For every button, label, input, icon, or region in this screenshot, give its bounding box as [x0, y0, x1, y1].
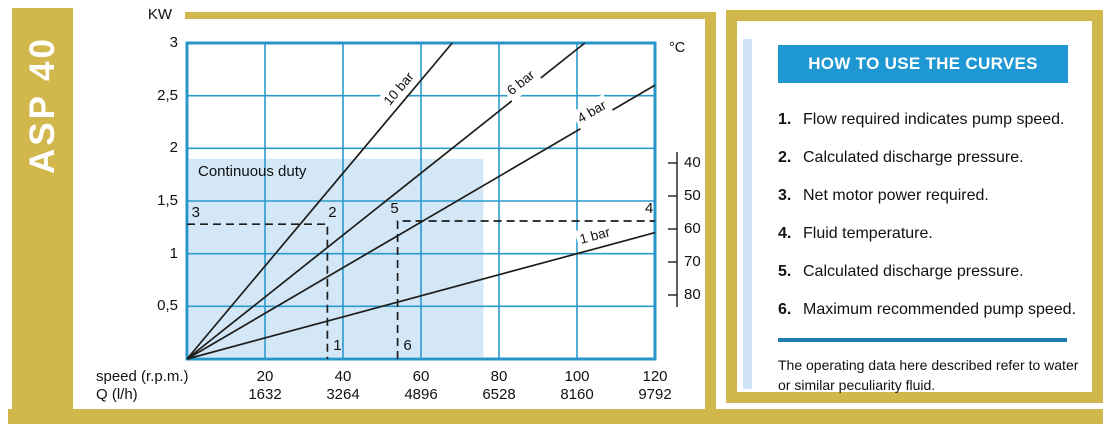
instruction-item: 6. Maximum recommended pump speed.: [778, 300, 1084, 320]
accent-strip: [743, 39, 752, 389]
instruction-list: 1. Flow required indicates pump speed. 2…: [778, 110, 1084, 320]
instruction-number: 3.: [778, 187, 792, 204]
y-axis-unit-label: KW: [147, 6, 172, 23]
example-dashed-lines: [187, 220, 655, 359]
instruction-number: 4.: [778, 225, 792, 242]
plot-border: [185, 41, 657, 361]
instruction-item: 1. Flow required indicates pump speed.: [778, 110, 1084, 130]
instruction-text: Calculated discharge pressure.: [803, 149, 1024, 166]
instruction-item: 3. Net motor power required.: [778, 186, 1084, 206]
instructions-panel: HOW TO USE THE CURVES 1. Flow required i…: [726, 10, 1103, 403]
instruction-text: Fluid temperature.: [803, 225, 933, 242]
instruction-item: 5. Calculated discharge pressure.: [778, 262, 1084, 282]
temp-axis-unit-label: °C: [669, 40, 686, 56]
instruction-number: 6.: [778, 301, 792, 318]
temp-axis: [668, 152, 678, 307]
instruction-item: 4. Fluid temperature.: [778, 224, 1084, 244]
gold-bottom-bar: [8, 409, 1103, 424]
instruction-item: 2. Calculated discharge pressure.: [778, 148, 1084, 168]
instruction-text: Flow required indicates pump speed.: [803, 111, 1065, 128]
curve-4-bar: [186, 84, 656, 360]
operating-data-note: The operating data here described refer …: [778, 357, 1079, 393]
curve-1-bar: [186, 231, 656, 360]
instruction-number: 1.: [778, 111, 792, 128]
instruction-text: Calculated discharge pressure.: [803, 263, 1024, 280]
instruction-number: 2.: [778, 149, 792, 166]
instruction-text: Net motor power required.: [803, 187, 989, 204]
continuous-duty-region: [189, 158, 484, 357]
how-to-use-title: HOW TO USE THE CURVES: [808, 54, 1038, 73]
how-to-use-header: HOW TO USE THE CURVES: [778, 45, 1068, 83]
gold-right-bar: [705, 12, 716, 409]
instruction-text: Maximum recommended pump speed.: [803, 301, 1077, 318]
model-sidebar: ASP 40: [12, 8, 73, 409]
note-divider: [778, 338, 1067, 342]
gold-top-bar: [185, 12, 716, 19]
instruction-number: 5.: [778, 263, 792, 280]
